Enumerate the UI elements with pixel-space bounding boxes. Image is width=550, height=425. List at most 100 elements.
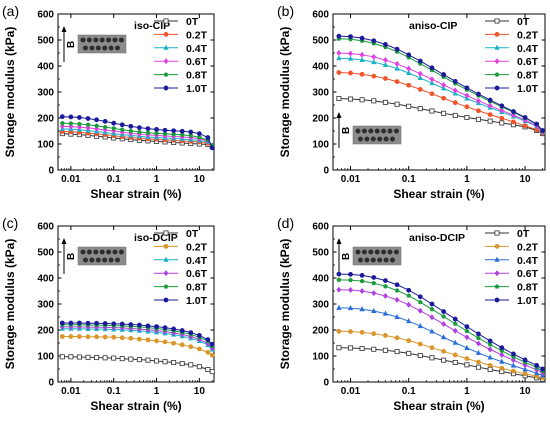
data-point: [476, 359, 481, 365]
data-point: [154, 358, 160, 364]
data-point: [111, 334, 117, 340]
data-point: [476, 335, 481, 341]
y-tick-label: 300: [312, 300, 329, 311]
y-tick-label: 400: [312, 274, 329, 285]
data-point: [188, 129, 194, 135]
data-point: [394, 349, 400, 355]
data-point: [359, 97, 365, 103]
legend-item: 0.6T: [154, 268, 208, 280]
field-label: B: [341, 253, 352, 260]
particle-dot: [112, 249, 118, 255]
data-point: [534, 369, 540, 376]
data-point: [94, 123, 99, 128]
y-tick-label: 500: [37, 248, 54, 259]
legend-item: 0.6T: [154, 56, 208, 68]
data-point: [417, 87, 423, 92]
data-point: [188, 344, 194, 350]
legend-swatch-marker: [494, 243, 500, 249]
data-point: [196, 131, 202, 136]
data-point: [68, 120, 74, 126]
data-point: [59, 320, 65, 326]
legend-swatch-marker: [163, 230, 169, 236]
data-point: [499, 358, 505, 364]
data-point: [119, 335, 125, 341]
data-point: [429, 306, 435, 312]
data-point: [196, 364, 202, 370]
arrowhead-icon: [336, 238, 342, 244]
data-point: [371, 73, 377, 79]
data-point: [487, 97, 493, 103]
series-0T: [59, 354, 215, 375]
data-point: [162, 127, 168, 133]
particle-dot: [381, 128, 387, 134]
x-tick-label: 0.1: [107, 174, 121, 185]
particle-dot: [95, 257, 101, 263]
chart-panel-c: (c) 0 100 200 300 400 500 600 0.01 0.1 1 10 Shear st…: [2, 215, 215, 413]
data-point: [347, 304, 354, 311]
panel-label: (c): [2, 215, 18, 231]
particle-dot: [106, 249, 112, 255]
magnetic-field-inset: B: [336, 112, 402, 148]
data-point: [464, 92, 470, 99]
legend-label: 0T: [186, 228, 199, 240]
data-point: [475, 116, 481, 122]
particle-dot: [383, 257, 389, 263]
data-point: [429, 108, 435, 114]
data-point: [336, 271, 342, 277]
data-point: [111, 355, 117, 361]
particle-dot: [83, 45, 88, 51]
data-point: [511, 109, 516, 114]
data-point: [429, 76, 435, 83]
data-point: [382, 347, 388, 353]
data-point: [179, 128, 185, 134]
data-point: [85, 116, 91, 121]
data-point: [136, 336, 142, 342]
data-point: [417, 58, 423, 64]
data-point: [348, 277, 353, 283]
data-point: [417, 307, 423, 314]
data-point: [371, 275, 377, 280]
data-point: [119, 127, 125, 132]
y-axis-title: Storage modulus (kPa): [3, 27, 17, 158]
data-point: [417, 74, 423, 80]
y-axis-title: Storage modulus (kPa): [3, 239, 17, 370]
data-point: [406, 52, 412, 58]
data-point: [371, 98, 377, 104]
particle-dot: [393, 128, 399, 134]
data-point: [359, 35, 365, 41]
particle-dot: [115, 45, 120, 51]
x-tick-label: 10: [520, 174, 532, 185]
data-point: [348, 34, 353, 40]
field-label: B: [341, 127, 352, 134]
particle-dot: [86, 249, 92, 255]
data-point: [359, 329, 365, 335]
series-1.0T: [336, 271, 545, 372]
data-point: [171, 128, 177, 134]
legend-label: 0.4T: [186, 43, 208, 55]
legend-swatch-marker: [494, 58, 500, 65]
data-point: [406, 301, 412, 308]
data-point: [171, 326, 177, 332]
particle-dot: [383, 136, 389, 142]
y-tick-label: 400: [37, 274, 54, 285]
particle-dot: [112, 37, 118, 43]
data-point: [476, 331, 481, 337]
data-point: [188, 330, 194, 335]
data-point: [136, 357, 142, 363]
legend-label: 1.0T: [186, 83, 208, 95]
y-tick-label: 0: [48, 166, 54, 177]
x-tick-label: 0.01: [61, 174, 81, 185]
legend-swatch-marker: [163, 32, 169, 37]
legend-swatch-marker: [494, 284, 500, 289]
data-point: [68, 114, 74, 120]
data-point: [394, 101, 400, 107]
x-tick-label: 0.01: [341, 174, 361, 185]
data-point: [119, 356, 125, 362]
data-point: [441, 85, 447, 91]
data-point: [522, 366, 528, 372]
data-point: [406, 69, 412, 76]
series-0.2T: [59, 334, 215, 358]
legend-swatch-marker: [494, 256, 500, 262]
data-point: [171, 340, 177, 346]
data-point: [145, 323, 151, 329]
